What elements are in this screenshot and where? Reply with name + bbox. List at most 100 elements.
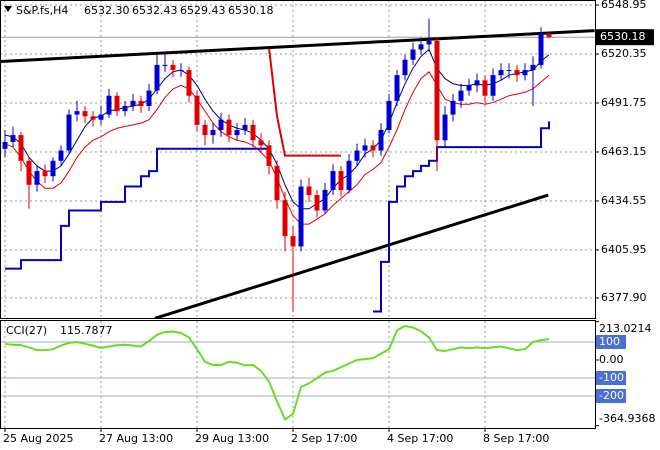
candle-body [450, 100, 456, 115]
y-tick-label: 6491.75 [601, 96, 647, 109]
candle-body [386, 100, 392, 130]
candle-body [66, 114, 72, 151]
candle-body [410, 49, 416, 60]
candle-body [522, 70, 528, 76]
y-tick-label: 6520.35 [601, 47, 647, 60]
candle-body [490, 75, 496, 96]
candle-body [442, 114, 448, 141]
candle-body [354, 150, 360, 161]
candle-body [218, 119, 224, 130]
cci-tick-label: -100 [599, 371, 624, 384]
candle-body [58, 150, 64, 161]
candle-body [402, 59, 408, 76]
y-tick-label: 6405.95 [601, 243, 647, 256]
candle-body [114, 95, 120, 112]
candle-body [482, 80, 488, 96]
price-tag-box [596, 29, 654, 46]
candle-body [346, 160, 352, 190]
cci-level-tag [596, 335, 626, 350]
symbol: S&P.fs,H4 [16, 4, 68, 17]
candle-body [154, 64, 160, 91]
candle-body [2, 141, 8, 149]
candle-body [538, 33, 544, 65]
candle-body [546, 33, 552, 38]
candle-body [298, 186, 304, 247]
y-tick-label: 6463.15 [601, 145, 647, 158]
candle-body [434, 40, 440, 141]
cci-level-tag [596, 388, 626, 403]
candle-body [226, 119, 232, 136]
header-low: 6529.43 [180, 4, 226, 17]
candle-body [50, 160, 56, 177]
header-open: 6532.30 [84, 4, 130, 17]
grid [0, 0, 595, 428]
x-tick-label: 25 Aug 2025 [3, 432, 73, 445]
candle-body [338, 171, 344, 190]
y-tick-label: 6434.55 [601, 194, 647, 207]
candle-body [162, 64, 168, 66]
candle-body [178, 70, 184, 72]
candle-body [194, 95, 200, 125]
candle-body [394, 75, 400, 101]
header-icon [4, 6, 12, 12]
candle-body [98, 114, 104, 120]
cci-tick-label: -364.9368 [599, 412, 655, 425]
candle-body [10, 135, 16, 142]
cci-tick-label: 0.00 [599, 353, 624, 366]
candle-body [474, 80, 480, 86]
trendline [154, 193, 549, 318]
candle-body [530, 64, 536, 71]
price-plot [0, 18, 595, 318]
price-tag-label: 6530.18 [600, 30, 646, 43]
cci-frame [0, 320, 596, 429]
y-tick-label: 6548.95 [601, 0, 647, 11]
candle-body [306, 186, 312, 196]
candle-body [458, 90, 464, 101]
candle-body [498, 70, 504, 76]
candle-body [418, 44, 424, 50]
x-tick-label: 27 Aug 13:00 [99, 432, 173, 445]
candle-body [258, 140, 264, 146]
x-tick-label: 29 Aug 13:00 [195, 432, 269, 445]
indicator-line [268, 47, 341, 157]
candle-body [378, 129, 384, 151]
header-high: 6532.43 [132, 4, 178, 17]
candle-body [290, 236, 296, 247]
cci-tick-label: 100 [599, 335, 620, 348]
candle-body [210, 129, 216, 136]
x-tick-label: 4 Sep 17:00 [387, 432, 453, 445]
candle-body [170, 64, 176, 71]
candle-body [186, 70, 192, 96]
cci-tick-label: 213.0214 [599, 322, 652, 335]
y-tick-label: 6377.90 [601, 291, 647, 304]
candle-body [122, 106, 128, 112]
candle-body [82, 111, 88, 117]
candle-body [130, 100, 136, 106]
cci-name: CCI(27) [6, 324, 47, 337]
candle-body [282, 200, 288, 237]
candle-body [274, 165, 280, 201]
cci-tick-label: -200 [599, 389, 624, 402]
candle-body [362, 145, 368, 151]
candle-body [426, 40, 432, 45]
candle-body [506, 70, 512, 72]
candle-body [26, 160, 32, 185]
cci-plot [0, 324, 595, 421]
candle-body [322, 189, 328, 211]
candle-body [106, 95, 112, 115]
candle-body [514, 70, 520, 76]
candle-body [202, 124, 208, 136]
candle-body [250, 124, 256, 141]
trendline [0, 29, 595, 63]
candle-body [90, 116, 96, 120]
cci-line [4, 324, 550, 421]
candle-body [146, 90, 152, 106]
candle-body [242, 124, 248, 130]
candle-body [74, 111, 80, 115]
x-tick-label: 8 Sep 17:00 [483, 432, 549, 445]
candle-body [42, 171, 48, 177]
candle-body [18, 135, 24, 161]
